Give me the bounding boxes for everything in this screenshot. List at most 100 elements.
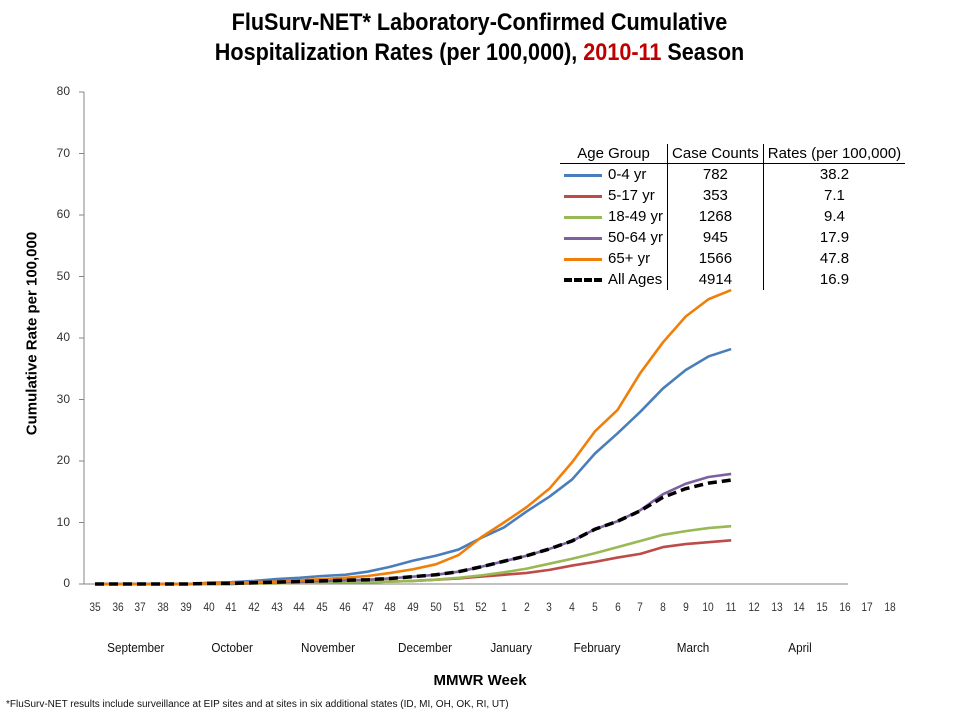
x-tick-label: 7 bbox=[637, 600, 644, 614]
y-axis-label: Cumulative Rate per 100,000 bbox=[23, 231, 41, 436]
legend-age-label: 18-49 yr bbox=[608, 208, 664, 225]
x-tick-label: 1 bbox=[501, 600, 507, 614]
x-tick-label: 41 bbox=[225, 600, 237, 614]
legend-swatch-icon bbox=[564, 236, 602, 240]
legend-rate: 7.1 bbox=[762, 185, 906, 206]
x-axis-label: MMWR Week bbox=[433, 672, 527, 689]
legend-rate: 38.2 bbox=[762, 163, 906, 185]
x-tick-label: 47 bbox=[361, 600, 374, 614]
legend-swatch-icon bbox=[564, 215, 602, 219]
x-tick-label: 42 bbox=[248, 600, 260, 614]
legend-case-count: 782 bbox=[667, 163, 764, 185]
legend-rate: 9.4 bbox=[762, 206, 906, 227]
legend-rate: 17.9 bbox=[762, 227, 906, 248]
x-tick-label: 18 bbox=[884, 600, 896, 614]
x-tick-label: 36 bbox=[112, 600, 124, 614]
month-label: January bbox=[490, 640, 532, 655]
x-tick-label: 6 bbox=[614, 600, 621, 614]
x-tick-label: 13 bbox=[770, 600, 783, 614]
x-tick-label: 14 bbox=[793, 600, 805, 614]
legend-case-count: 1268 bbox=[667, 206, 764, 227]
title-suffix: Season bbox=[661, 39, 745, 66]
month-label: November bbox=[300, 640, 355, 655]
header-case-counts: Case Counts bbox=[667, 144, 764, 164]
x-tick-label: 15 bbox=[816, 600, 828, 614]
x-tick-label: 48 bbox=[384, 600, 397, 614]
chart-title-line1: FluSurv-NET* Laboratory-Confirmed Cumula… bbox=[231, 9, 728, 36]
header-age-group: Age Group bbox=[560, 144, 668, 164]
legend-swatch-icon bbox=[564, 278, 602, 283]
month-label: March bbox=[676, 640, 710, 655]
x-tick-label: 2 bbox=[523, 600, 530, 614]
x-tick-label: 40 bbox=[202, 600, 215, 614]
chart-title-line2: Hospitalization Rates (per 100,000), 201… bbox=[48, 38, 912, 68]
y-tick-label: 30 bbox=[56, 391, 70, 406]
y-tick-label: 80 bbox=[56, 84, 70, 98]
x-tick-label: 8 bbox=[660, 600, 666, 614]
x-tick-label: 52 bbox=[475, 600, 487, 614]
legend-rate: 16.9 bbox=[762, 269, 906, 290]
footnote: *FluSurv-NET results include surveillanc… bbox=[6, 699, 509, 710]
legend-age-label: All Ages bbox=[608, 271, 663, 288]
chart-title: FluSurv-NET* Laboratory-Confirmed Cumula… bbox=[48, 8, 912, 68]
legend-case-count: 945 bbox=[667, 227, 764, 248]
legend-age-label: 5-17 yr bbox=[608, 187, 655, 204]
x-tick-label: 16 bbox=[839, 600, 851, 614]
series-line-65-yr bbox=[95, 288, 732, 586]
y-tick-label: 40 bbox=[56, 330, 70, 344]
series-line-0-4-yr bbox=[95, 347, 732, 586]
legend-row: 50-64 yr 945 17.9 bbox=[560, 227, 906, 248]
legend-row: 5-17 yr 353 7.1 bbox=[560, 185, 906, 206]
legend-swatch-icon bbox=[564, 194, 602, 198]
x-tick-label: 9 bbox=[682, 600, 689, 614]
x-tick-label: 37 bbox=[134, 600, 147, 614]
month-label: April bbox=[788, 640, 812, 655]
legend-case-count: 4914 bbox=[667, 269, 764, 290]
legend-table: Age Group Case Counts Rates (per 100,000… bbox=[560, 144, 906, 290]
x-tick-label: 39 bbox=[180, 600, 192, 614]
y-tick-label: 70 bbox=[56, 145, 70, 160]
month-label: February bbox=[573, 640, 621, 655]
x-tick-label: 5 bbox=[591, 600, 598, 614]
x-tick-label: 35 bbox=[89, 600, 101, 614]
y-tick-label: 20 bbox=[56, 453, 70, 467]
month-label: September bbox=[107, 640, 165, 655]
legend-case-count: 353 bbox=[667, 185, 764, 206]
x-tick-label: 4 bbox=[569, 600, 575, 614]
legend-row: All Ages 4914 16.9 bbox=[560, 269, 906, 290]
x-tick-label: 50 bbox=[430, 600, 442, 614]
x-tick-label: 11 bbox=[725, 600, 737, 614]
x-tick-label: 3 bbox=[546, 600, 553, 614]
legend-age-label: 50-64 yr bbox=[608, 229, 664, 246]
season-highlight: 2010-11 bbox=[583, 39, 662, 66]
y-tick-label: 60 bbox=[56, 207, 70, 221]
legend-row: 0-4 yr 782 38.2 bbox=[560, 163, 906, 185]
x-tick-label: 46 bbox=[339, 600, 351, 614]
legend-age-label: 0-4 yr bbox=[608, 166, 647, 183]
x-tick-label: 12 bbox=[748, 600, 760, 614]
month-label: October bbox=[211, 640, 253, 655]
legend-row: 65+ yr 1566 47.8 bbox=[560, 248, 906, 269]
y-tick-label: 0 bbox=[63, 576, 70, 590]
x-tick-label: 45 bbox=[316, 600, 328, 614]
x-tick-label: 17 bbox=[861, 600, 874, 614]
series-line-all-ages bbox=[95, 478, 732, 586]
legend-swatch-icon bbox=[564, 173, 602, 177]
month-label: December bbox=[397, 640, 452, 655]
x-tick-label: 51 bbox=[452, 600, 465, 614]
x-tick-label: 38 bbox=[157, 600, 169, 614]
x-tick-label: 43 bbox=[271, 600, 283, 614]
legend-swatch-icon bbox=[564, 257, 602, 261]
series-line-50-64-yr bbox=[95, 472, 732, 586]
legend-case-count: 1566 bbox=[667, 248, 764, 269]
header-rates: Rates (per 100,000) bbox=[762, 144, 906, 164]
x-tick-label: 44 bbox=[293, 600, 306, 614]
y-tick-label: 10 bbox=[56, 514, 70, 529]
title-prefix: Hospitalization Rates (per 100,000), bbox=[214, 39, 584, 66]
x-tick-label: 49 bbox=[407, 600, 419, 614]
legend-age-label: 65+ yr bbox=[608, 250, 651, 267]
y-tick-label: 50 bbox=[56, 268, 70, 283]
x-tick-label: 10 bbox=[702, 600, 715, 614]
legend-row: 18-49 yr 1268 9.4 bbox=[560, 206, 906, 227]
